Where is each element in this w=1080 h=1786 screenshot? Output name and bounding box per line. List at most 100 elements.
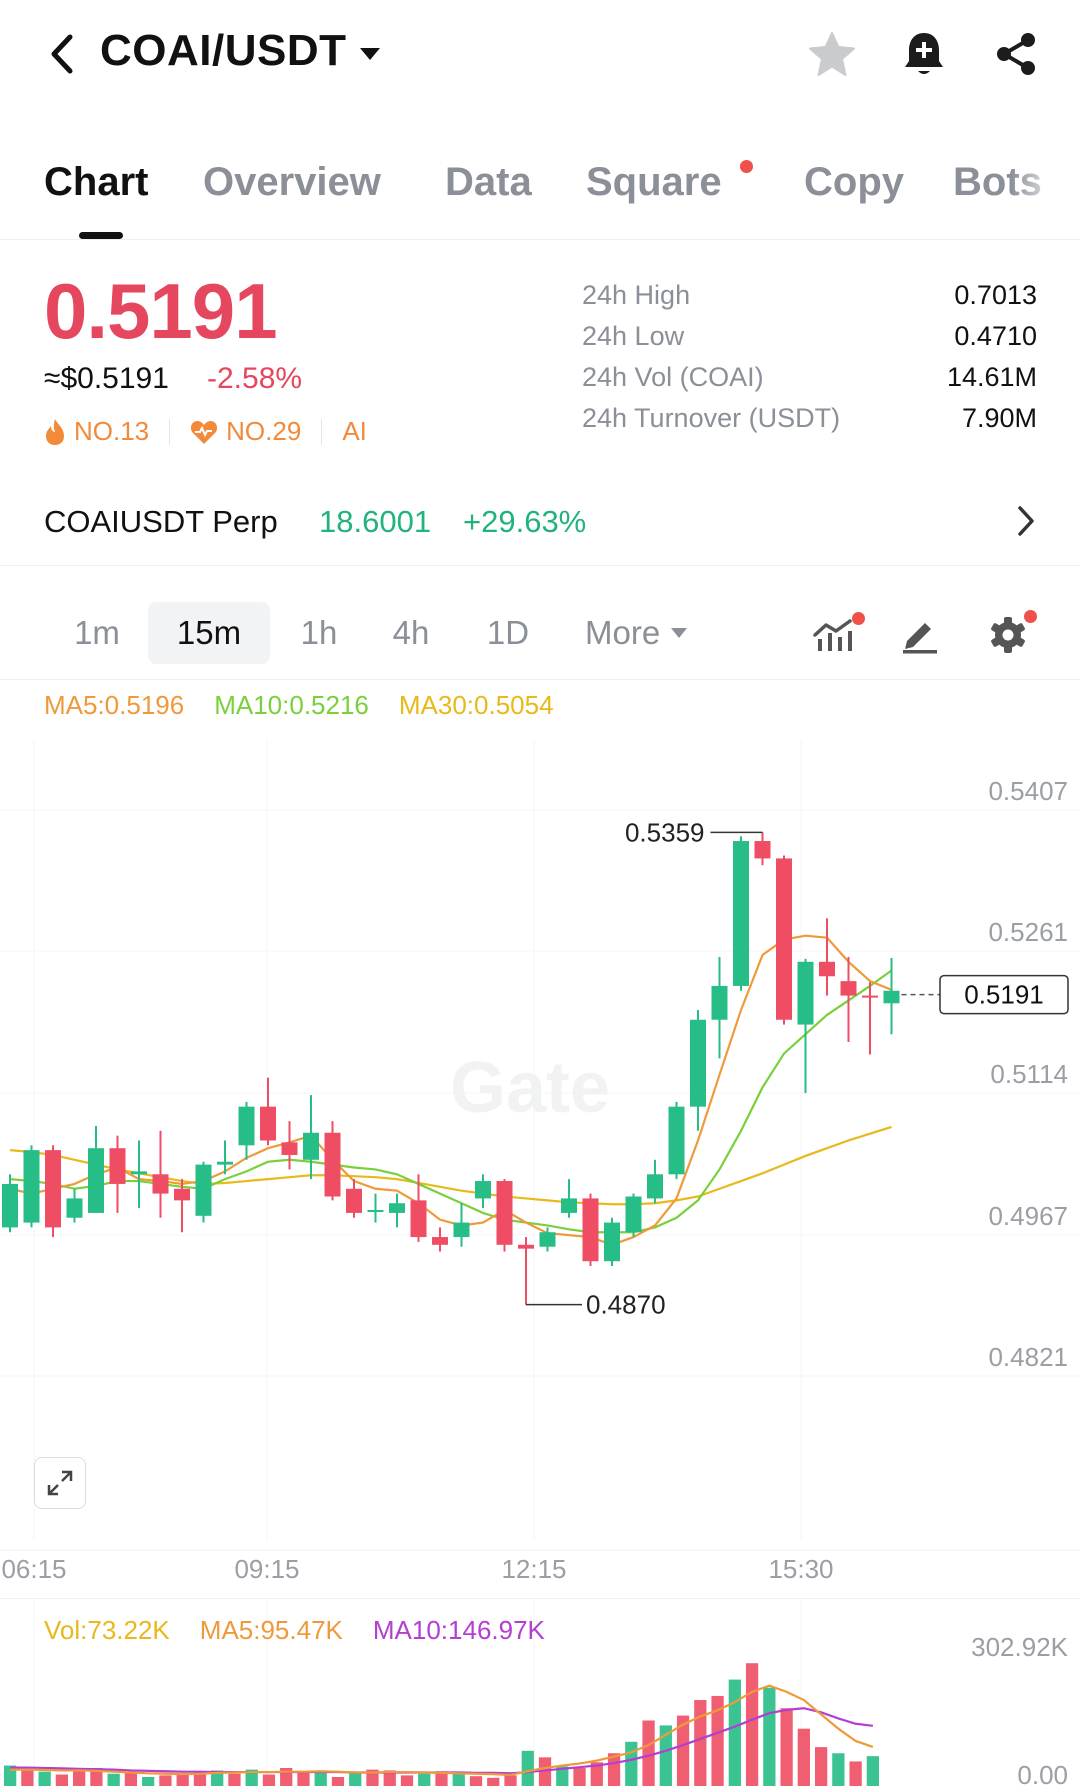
y-tick-label: 0.5114: [990, 1059, 1068, 1089]
volume-bar: [832, 1753, 845, 1786]
candle-down: [109, 1148, 126, 1184]
share-button[interactable]: [990, 28, 1042, 80]
volume-bar: [814, 1747, 828, 1786]
x-tick-label: 09:15: [234, 1554, 299, 1580]
tab-bar: Chart Overview Data Square Copy Bots: [0, 140, 1080, 240]
share-icon: [997, 33, 1035, 75]
candle-up: [23, 1150, 40, 1223]
24h-stats: 24h High 0.7013 24h Low 0.4710 24h Vol (…: [582, 280, 1037, 444]
gear-icon: [991, 617, 1025, 653]
interval-4h[interactable]: 4h: [392, 614, 430, 651]
fullscreen-button[interactable]: [34, 1457, 86, 1509]
candle-down: [152, 1174, 169, 1194]
volume-bar: [573, 1767, 586, 1786]
volume-bar: [400, 1775, 414, 1786]
volume-bar: [780, 1708, 793, 1786]
chart-settings-button[interactable]: [982, 610, 1037, 660]
favorite-button[interactable]: [806, 28, 858, 80]
candle-down: [410, 1200, 427, 1238]
hot-rank-text: NO.13: [74, 416, 150, 446]
rank-badges: NO.13 NO.29 AI: [44, 416, 367, 447]
caret-down-icon: [671, 628, 688, 638]
category-tag[interactable]: AI: [342, 416, 367, 446]
more-intervals-button[interactable]: More: [585, 602, 688, 664]
ma30-legend: MA30:0.5054: [398, 690, 554, 720]
volume-bar: [556, 1766, 569, 1786]
last-price: 0.5191: [44, 267, 278, 355]
candle-up: [733, 841, 749, 986]
tab-overview[interactable]: Overview: [203, 160, 381, 204]
volume-y-tick-label: 0.00: [1017, 1760, 1068, 1786]
volume-bar: [625, 1741, 638, 1786]
notification-dot: [852, 612, 865, 625]
volume-bar: [866, 1756, 879, 1786]
notification-dot: [740, 160, 753, 173]
volume-bar: [745, 1663, 759, 1786]
candle-up: [475, 1181, 491, 1199]
volume-bar: [469, 1776, 483, 1786]
y-tick-label: 0.5261: [988, 917, 1068, 947]
interval-1d[interactable]: 1D: [486, 614, 530, 651]
ma30-line: [9, 1125, 892, 1206]
usd-price: ≈$0.5191: [44, 362, 169, 395]
tab-data[interactable]: Data: [445, 160, 532, 204]
pair-selector[interactable]: COAI/USDT: [100, 26, 381, 76]
candle-up: [561, 1198, 577, 1213]
volume-chart[interactable]: 302.92K 0.00: [0, 1600, 1080, 1786]
stat-value: 7.90M: [961, 403, 1037, 433]
ma-legend: MA5:0.5196 MA10:0.5216 MA30:0.5054: [44, 690, 554, 721]
volume-bar: [211, 1770, 224, 1786]
volume-bar: [331, 1776, 345, 1786]
candle-up: [66, 1198, 83, 1218]
volume-bar: [366, 1769, 379, 1786]
perp-link-row[interactable]: COAIUSDT Perp 18.6001 +29.63%: [0, 480, 1080, 566]
vol-legend: Vol:73.22K: [44, 1615, 170, 1645]
stat-value: 0.4710: [954, 321, 1037, 351]
candle-down: [45, 1150, 61, 1228]
volume-bar: [711, 1695, 724, 1786]
expand-icon: [47, 1470, 73, 1496]
pencil-icon: [903, 623, 937, 654]
star-icon: [809, 32, 855, 76]
volume-bar: [521, 1750, 534, 1786]
gainer-rank-badge[interactable]: NO.29: [190, 416, 301, 447]
interval-1h[interactable]: 1h: [300, 614, 338, 651]
volume-bar: [435, 1771, 448, 1786]
indicators-button[interactable]: [808, 610, 865, 660]
tab-chart[interactable]: Chart: [44, 160, 149, 204]
divider: [0, 1598, 1080, 1599]
bell-plus-icon: [905, 33, 943, 74]
candle-up: [647, 1174, 663, 1199]
candle-down: [281, 1142, 298, 1155]
chevron-right-icon: [1018, 506, 1034, 536]
volume-bar: [73, 1770, 86, 1786]
tab-square[interactable]: Square: [586, 160, 722, 204]
volume-bar: [642, 1720, 655, 1786]
price-alert-button[interactable]: [898, 28, 950, 80]
volume-bar: [849, 1761, 862, 1786]
candlestick-chart[interactable]: 0.5407 0.5261 0.5114 0.4967 0.4821 06:15 09:15…: [0, 740, 1080, 1580]
back-button[interactable]: [40, 28, 84, 80]
volume-legend: Vol:73.22K MA5:95.47K MA10:146.97K: [44, 1615, 545, 1646]
low-price-label: 0.4870: [586, 1290, 666, 1320]
candle-up: [238, 1106, 255, 1146]
hot-rank-badge[interactable]: NO.13: [44, 416, 149, 447]
volume-bar: [452, 1772, 465, 1786]
volume-bar: [90, 1767, 103, 1786]
current-price-box: [939, 974, 1069, 1015]
tab-copy[interactable]: Copy: [804, 160, 904, 204]
notification-dot: [1024, 610, 1037, 623]
vol-ma10-legend: MA10:146.97K: [372, 1615, 545, 1645]
drawing-tools-button[interactable]: [894, 610, 946, 660]
more-label: More: [585, 614, 661, 651]
volume-bar: [297, 1771, 310, 1786]
candle-down: [754, 841, 771, 859]
stat-row-volume: 24h Vol (COAI) 14.61M: [582, 362, 1037, 403]
candle-up: [131, 1171, 147, 1175]
perp-price: 18.6001: [319, 504, 432, 539]
interval-1m[interactable]: 1m: [74, 614, 120, 651]
interval-toolbar: 1m 15m 1h 4h 1D More: [0, 580, 1080, 680]
interval-15m[interactable]: 15m: [148, 602, 270, 664]
candle-down: [582, 1198, 599, 1262]
candle-up: [195, 1164, 212, 1216]
